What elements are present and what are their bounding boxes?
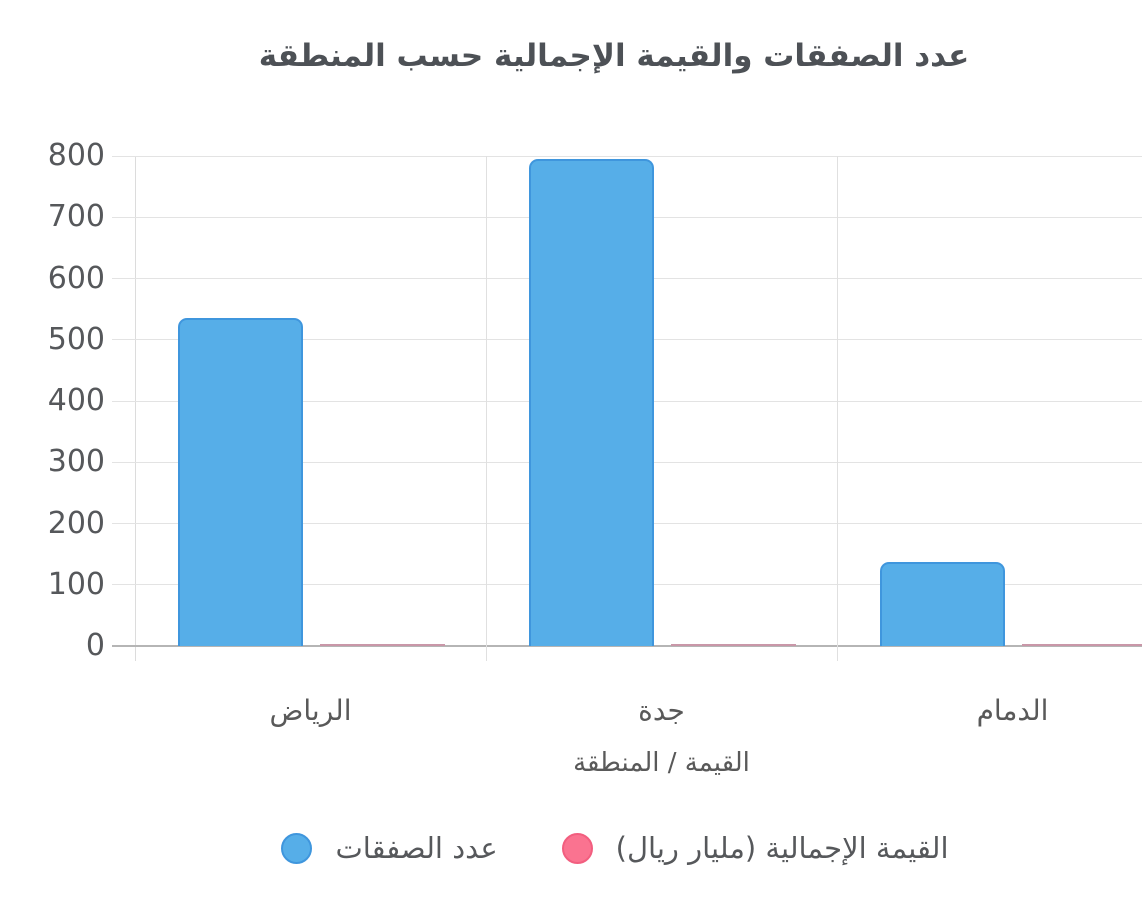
bar-deals-2[interactable] [529, 159, 654, 646]
legend-label-total-value: القيمة الإجمالية (مليار ريال) [615, 831, 949, 865]
bar-total-value-3[interactable] [1022, 644, 1142, 646]
x-axis-labels: الرياض جدة الدمام [135, 694, 1142, 739]
y-tick-label: 0 [85, 628, 105, 663]
y-tick-label: 400 [47, 383, 105, 418]
gridline [485, 156, 487, 661]
x-tick-label: جدة [638, 694, 685, 727]
y-tick-label: 300 [47, 444, 105, 480]
gridline [112, 645, 1142, 647]
y-tick-label: 700 [47, 199, 105, 235]
y-axis-line [135, 156, 136, 661]
bar-deals-3[interactable] [880, 562, 1005, 646]
chart-legend: عدد الصفقات القيمة الإجمالية (مليار ريال… [0, 831, 1142, 865]
bar-total-value-1[interactable] [320, 644, 445, 646]
chart-title: عدد الصفقات والقيمة الإجمالية حسب المنطق… [258, 38, 970, 74]
legend-label-deals: عدد الصفقات [335, 831, 498, 865]
y-axis-ticks: 0 100 200 300 400 500 600 700 800 [0, 136, 105, 666]
bar-deals-1[interactable] [178, 318, 303, 646]
y-tick-label: 600 [47, 260, 105, 296]
gridline [112, 155, 1142, 157]
x-tick-label: الرياض [269, 694, 352, 727]
legend-item-deals[interactable]: عدد الصفقات [281, 831, 498, 865]
plot-area [112, 155, 1142, 661]
y-tick-label: 100 [47, 566, 105, 602]
gridline [836, 156, 838, 661]
deals-series-marker-icon [281, 832, 313, 864]
chart-area: الرياض جدة الدمام القيمة / المنطقة [112, 155, 1142, 778]
y-tick-label: 800 [47, 138, 105, 173]
total-value-series-marker-icon [561, 832, 593, 864]
x-tick-label: الدمام [976, 694, 1049, 727]
x-axis-title: القيمة / المنطقة [573, 748, 750, 778]
y-tick-label: 500 [47, 321, 105, 357]
y-tick-label: 200 [47, 505, 105, 541]
legend-item-total-value[interactable]: القيمة الإجمالية (مليار ريال) [561, 831, 949, 865]
bar-total-value-2[interactable] [671, 644, 796, 646]
